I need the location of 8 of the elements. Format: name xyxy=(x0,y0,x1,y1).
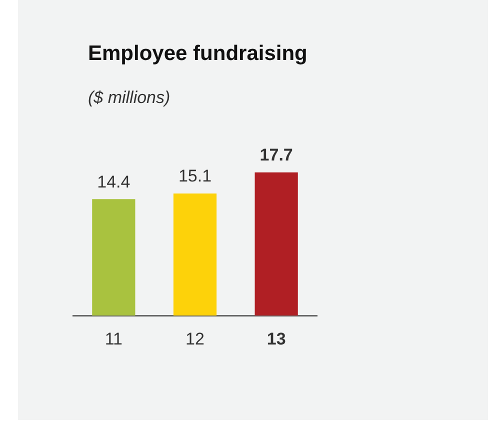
x-tick-label: 11 xyxy=(104,329,122,348)
x-tick-label: 13 xyxy=(266,329,286,348)
data-label: 15.1 xyxy=(178,166,212,186)
chart-subtitle: ($ millions) xyxy=(88,88,170,108)
chart-title: Employee fundraising xyxy=(88,42,308,66)
x-tick-label: 12 xyxy=(186,329,204,348)
data-label: 14.4 xyxy=(97,172,130,192)
data-label: 17.7 xyxy=(260,146,293,165)
